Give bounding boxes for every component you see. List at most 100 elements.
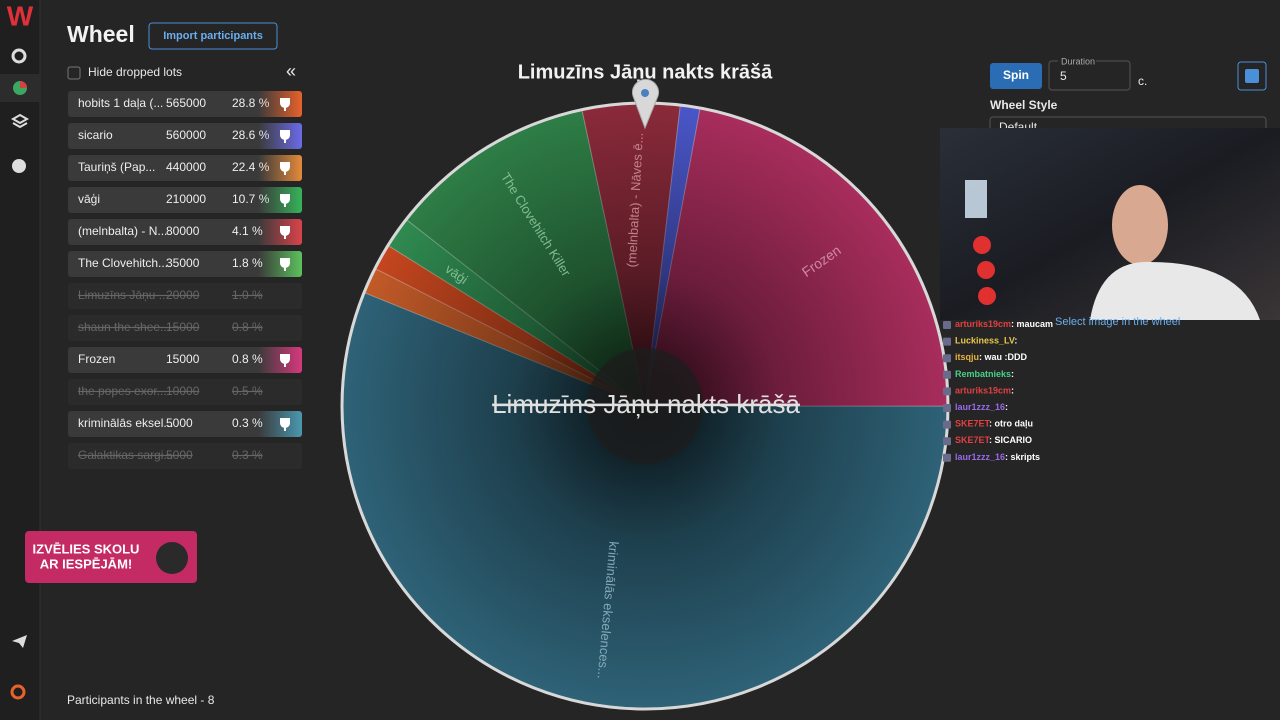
chat-text: : skripts: [1005, 452, 1040, 462]
chat-line: laur1zzz_16: skripts: [955, 452, 1040, 462]
lot-row[interactable]: [68, 123, 302, 149]
chat-text: : otro daļu: [989, 419, 1033, 429]
webcam-light: [973, 236, 991, 254]
lot-percent: 0.3 %: [232, 416, 263, 430]
lot-color: [258, 155, 302, 181]
lot-color: [258, 347, 302, 373]
lot-name: sicario: [78, 128, 113, 142]
chat-line: itsqju: wau :DDD: [955, 353, 1027, 363]
lot-amount: 210000: [166, 192, 206, 206]
pointer-dot: [641, 89, 649, 97]
lot-name: (melnbalta) - N...: [78, 224, 167, 238]
duration-unit: c.: [1138, 74, 1147, 88]
chat-badge: [943, 354, 951, 363]
lot-icon[interactable]: [280, 130, 290, 143]
spin-button-label: Spin: [1003, 68, 1029, 82]
chat-user: SKE7ET: [955, 419, 991, 429]
lot-row[interactable]: [68, 91, 302, 117]
lot-row[interactable]: [68, 315, 302, 341]
random-button[interactable]: [1237, 61, 1267, 91]
lot-row[interactable]: [68, 443, 302, 469]
chat-user: arturiks19cm: [955, 319, 1011, 329]
winner-title: Limuzīns Jāņu nakts krāšā: [518, 61, 773, 83]
checkbox[interactable]: [67, 66, 81, 80]
lot-row[interactable]: [68, 187, 302, 213]
lot-row[interactable]: [68, 283, 302, 309]
lot-icon[interactable]: [280, 354, 290, 367]
lot-row[interactable]: [68, 411, 302, 437]
lot-amount: 5000: [166, 448, 193, 462]
duration-label: Duration: [1061, 56, 1095, 66]
lot-row[interactable]: [68, 155, 302, 181]
dice-icon: [1245, 69, 1259, 83]
chat-user: itsqju: [955, 353, 979, 363]
lot-amount: 15000: [166, 352, 200, 366]
lot-amount: 440000: [166, 160, 206, 174]
wheel-pointer: [632, 79, 659, 130]
lot-icon[interactable]: [280, 162, 290, 175]
lot-color: [258, 123, 302, 149]
webcam-person: [1090, 261, 1260, 320]
lot-row[interactable]: [68, 219, 302, 245]
chat: arturiks19cm: maucamLuckiness_LV:itsqju:…: [943, 319, 1053, 462]
import-button[interactable]: [148, 22, 278, 50]
chat-text: :: [1011, 386, 1014, 396]
lot-icon[interactable]: [280, 226, 290, 239]
lot-percent: 0.3 %: [232, 448, 263, 462]
import-button-label: Import participants: [163, 30, 263, 42]
lot-name: Tauriņš (Pap...: [78, 160, 155, 174]
lot-name: the popes exor...: [78, 384, 167, 398]
chat-badge: [943, 453, 951, 462]
settings-icon[interactable]: [11, 48, 27, 64]
lot-name: Galaktikas sargi...: [78, 448, 173, 462]
spin-button[interactable]: [990, 63, 1042, 89]
lot-row[interactable]: [68, 379, 302, 405]
lot-amount: 15000: [166, 320, 200, 334]
collapse-button[interactable]: «: [286, 61, 296, 81]
lot-icon[interactable]: [280, 194, 290, 207]
lot-name: shaun the shee...: [78, 320, 170, 334]
lot-row[interactable]: [68, 347, 302, 373]
chat-badge: [943, 437, 951, 446]
chat-user: SKE7ET: [955, 436, 991, 446]
webcam-light: [977, 261, 995, 279]
promo-banner[interactable]: [25, 531, 197, 583]
chat-line: Rembatnieks:: [955, 369, 1014, 379]
lot-amount: 20000: [166, 288, 200, 302]
checkbox-label: Hide dropped lots: [88, 65, 182, 79]
select-image-link[interactable]: Select image in the wheel: [1055, 316, 1180, 328]
lot-color: [258, 411, 302, 437]
chat-badge: [943, 321, 951, 329]
lot-percent: 0.8 %: [232, 352, 263, 366]
chat-user: laur1zzz_16: [955, 402, 1005, 412]
lot-name: Limuzīns Jāņu ...: [78, 288, 169, 302]
lot-icon[interactable]: [280, 418, 290, 431]
promo-line: IZVĒLIES SKOLU: [33, 541, 140, 556]
chat-user: Rembatnieks: [955, 369, 1011, 379]
chat-user: laur1zzz_16: [955, 452, 1005, 462]
webcam-light: [965, 180, 987, 218]
promo-mascot: [156, 542, 188, 574]
layers-icon[interactable]: [10, 113, 30, 129]
lot-row[interactable]: [68, 251, 302, 277]
help-icon[interactable]: [12, 159, 26, 173]
lot-icon[interactable]: [280, 98, 290, 111]
chat-badge: [943, 420, 951, 429]
lot-color: [258, 91, 302, 117]
telegram-icon[interactable]: [12, 635, 27, 648]
lot-color: [258, 251, 302, 277]
chat-line: arturiks19cm: maucam: [955, 319, 1053, 329]
lot-percent: 0.5 %: [232, 384, 263, 398]
logo[interactable]: W: [7, 0, 34, 31]
lot-name: Frozen: [78, 352, 115, 366]
lot-icon[interactable]: [280, 258, 290, 271]
chat-text: :: [1014, 336, 1017, 346]
chat-text: : wau :DDD: [979, 353, 1027, 363]
lot-amount: 560000: [166, 128, 206, 142]
sidebar: [0, 0, 40, 720]
wheel-style-label: Wheel Style: [990, 98, 1058, 112]
brand-icon[interactable]: [10, 684, 26, 700]
chat-badge: [943, 337, 951, 346]
lot-percent: 1.8 %: [232, 256, 263, 270]
lot-name: kriminālās eksel...: [78, 416, 173, 430]
